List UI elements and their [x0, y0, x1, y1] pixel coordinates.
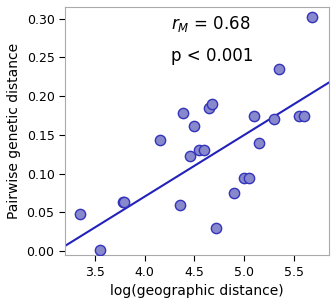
Point — [277, 66, 282, 71]
Point — [242, 175, 247, 180]
Text: p < 0.001: p < 0.001 — [171, 47, 253, 65]
Point — [177, 202, 182, 207]
Y-axis label: Pairwise genetic distance: Pairwise genetic distance — [7, 43, 21, 219]
Point — [202, 148, 207, 153]
Point — [257, 140, 262, 145]
Point — [180, 111, 185, 116]
Point — [207, 105, 212, 110]
Point — [157, 138, 162, 143]
Point — [309, 15, 315, 20]
Point — [232, 191, 237, 196]
Point — [247, 175, 252, 180]
Point — [296, 113, 302, 118]
Point — [252, 113, 257, 118]
Point — [77, 212, 83, 217]
Point — [197, 148, 202, 153]
Point — [121, 200, 126, 205]
Point — [187, 153, 192, 158]
Point — [120, 200, 125, 205]
Point — [210, 102, 215, 106]
Point — [301, 113, 307, 118]
Point — [97, 248, 102, 253]
X-axis label: log(geographic distance): log(geographic distance) — [110, 284, 284, 298]
Text: $r_M$ = 0.68: $r_M$ = 0.68 — [171, 14, 250, 34]
Point — [271, 117, 277, 122]
Point — [214, 225, 219, 230]
Point — [192, 124, 197, 129]
